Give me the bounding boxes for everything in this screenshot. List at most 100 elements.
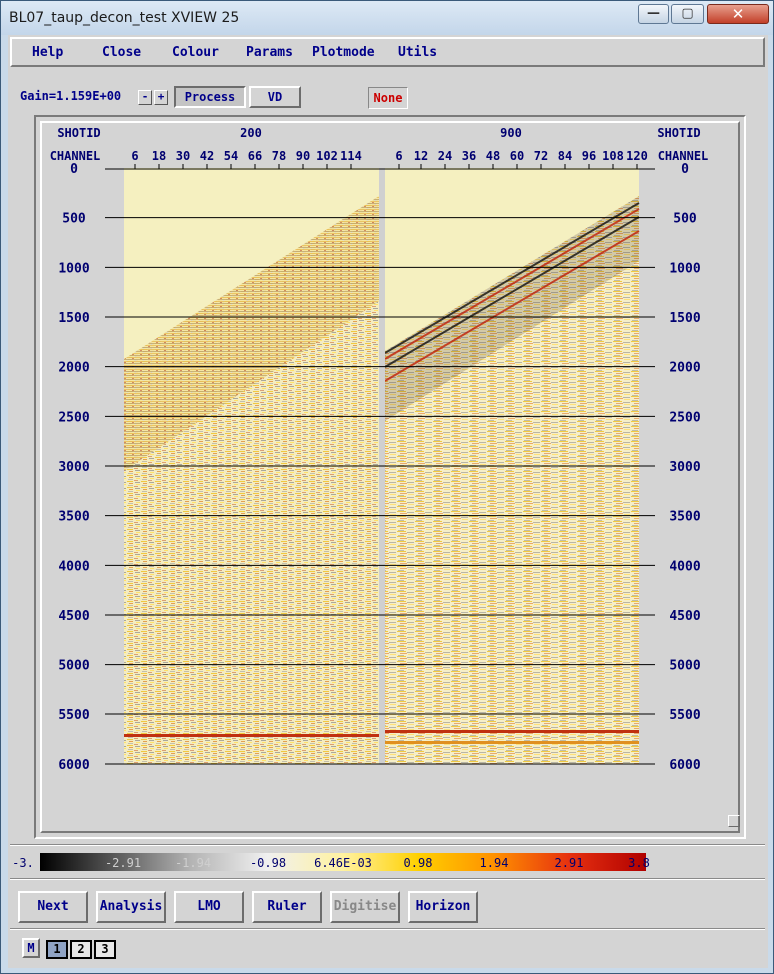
first-break-band-left <box>124 196 379 471</box>
colourbar-bottom-separator <box>10 878 765 880</box>
close-icon: ✕ <box>731 5 745 23</box>
menu-utils[interactable]: Utils <box>398 45 438 60</box>
title-bar[interactable]: BL07_taup_decon_test XVIEW 25 — ▢ ✕ <box>1 1 773 35</box>
channel-tick-label: 108 <box>602 149 624 163</box>
bottom-band-right-2 <box>385 741 639 744</box>
horizon-button[interactable]: Horizon <box>408 891 478 923</box>
page-button-2[interactable]: 2 <box>70 940 92 959</box>
menu-bar: Help Close Colour Params Plotmode Utils <box>10 37 765 67</box>
time-label-left: 3000 <box>58 460 89 475</box>
channel-label-right: CHANNEL <box>658 149 709 163</box>
channel-tick-label: 90 <box>296 149 310 163</box>
time-label-right: 2000 <box>669 361 700 376</box>
channel-tick-label: 42 <box>200 149 214 163</box>
menu-params[interactable]: Params <box>246 45 293 60</box>
bottom-band-right <box>385 730 639 733</box>
analysis-button[interactable]: Analysis <box>96 891 166 923</box>
time-label-right: 5000 <box>669 659 700 674</box>
channel-tick-label: 72 <box>534 149 548 163</box>
colour-scale-label: -2.91 <box>105 856 141 870</box>
next-button[interactable]: Next <box>18 891 88 923</box>
channel-tick-label: 78 <box>272 149 286 163</box>
time-label-right: 500 <box>673 212 697 227</box>
colour-scale-label: 0.98 <box>404 856 433 870</box>
time-label-right: 6000 <box>669 758 700 773</box>
channel-tick-label: 6 <box>131 149 138 163</box>
mute-zone-right <box>385 168 639 351</box>
channel-tick-label: 36 <box>462 149 476 163</box>
menu-colour[interactable]: Colour <box>172 45 219 60</box>
time-label-left: 5000 <box>58 659 89 674</box>
channel-label-left: CHANNEL <box>50 149 101 163</box>
mode-button[interactable]: M <box>22 938 40 958</box>
channel-tick-label: 102 <box>316 149 338 163</box>
time-label-right: 2500 <box>669 410 700 425</box>
resize-grip[interactable] <box>728 815 740 827</box>
window-title: BL07_taup_decon_test XVIEW 25 <box>9 10 240 26</box>
time-label-left: 500 <box>62 212 86 227</box>
page-button-3[interactable]: 3 <box>94 940 116 959</box>
time-label-right: 3000 <box>669 460 700 475</box>
first-break-band-right <box>385 196 639 421</box>
channel-tick-label: 114 <box>340 149 362 163</box>
colour-scale-label: 1.94 <box>480 856 509 870</box>
menu-plotmode[interactable]: Plotmode <box>312 45 375 60</box>
time-label-right: 3500 <box>669 510 700 525</box>
minimize-icon: — <box>647 6 660 21</box>
reflector-line <box>384 216 640 368</box>
channel-tick-label: 120 <box>626 149 648 163</box>
colour-scale-label: 3.8 <box>628 856 650 870</box>
ruler-button[interactable]: Ruler <box>252 891 322 923</box>
channel-tick-label: 48 <box>486 149 500 163</box>
time-label-right: 1500 <box>669 311 700 326</box>
bottom-band-left <box>124 734 379 737</box>
maximize-icon: ▢ <box>681 6 694 21</box>
channel-tick-label: 66 <box>248 149 262 163</box>
reflector-line <box>384 208 640 360</box>
reflector-line <box>384 230 640 382</box>
channel-tick-label: 60 <box>510 149 524 163</box>
lmo-button[interactable]: LMO <box>174 891 244 923</box>
time-label-left: 1500 <box>58 311 89 326</box>
time-label-left: 4500 <box>58 609 89 624</box>
gain-decrease-button[interactable]: - <box>138 90 152 105</box>
close-window-button[interactable]: ✕ <box>707 4 769 24</box>
time-label-left: 6000 <box>58 758 89 773</box>
shot-label-left: 200 <box>240 126 262 140</box>
channel-tick-label: 54 <box>224 149 238 163</box>
client-area: Help Close Colour Params Plotmode Utils … <box>8 35 768 968</box>
shotid-label-left: SHOTID <box>57 126 100 140</box>
maximize-button[interactable]: ▢ <box>671 4 704 24</box>
colour-scale-label: -1.94 <box>175 856 211 870</box>
time-label-right: 5500 <box>669 708 700 723</box>
channel-tick-label: 24 <box>438 149 452 163</box>
page-button-1[interactable]: 1 <box>46 940 68 959</box>
time-label-left: 0 <box>70 162 78 177</box>
time-label-left: 2000 <box>58 361 89 376</box>
vd-button[interactable]: VD <box>249 86 301 108</box>
minimize-button[interactable]: — <box>638 4 669 24</box>
colourbar-top-separator <box>10 844 765 846</box>
channel-tick-label: 18 <box>152 149 166 163</box>
channel-tick-label: 12 <box>414 149 428 163</box>
colour-scale-label: 2.91 <box>555 856 584 870</box>
colour-scale-label: -3. <box>12 856 34 870</box>
gain-increase-button[interactable]: + <box>154 90 168 105</box>
time-label-left: 3500 <box>58 510 89 525</box>
status-readout: None <box>368 87 408 109</box>
shotid-label-right: SHOTID <box>657 126 700 140</box>
colour-scale-label: -0.98 <box>250 856 286 870</box>
time-label-left: 5500 <box>58 708 89 723</box>
time-label-left: 2500 <box>58 410 89 425</box>
time-label-right: 1000 <box>669 261 700 276</box>
shot-label-right: 900 <box>500 126 522 140</box>
menu-close[interactable]: Close <box>102 45 142 60</box>
colour-scale-bar: -3. -2.91 -1.94 -0.98 6.46E-03 0.98 1.94 2.91 3.… <box>12 853 650 871</box>
menu-help[interactable]: Help <box>32 45 64 60</box>
process-button[interactable]: Process <box>174 86 246 108</box>
time-label-left: 1000 <box>58 261 89 276</box>
reflector-line <box>384 202 640 354</box>
button-row-separator <box>10 928 765 930</box>
gain-readout: Gain=1.159E+00 <box>20 89 122 103</box>
